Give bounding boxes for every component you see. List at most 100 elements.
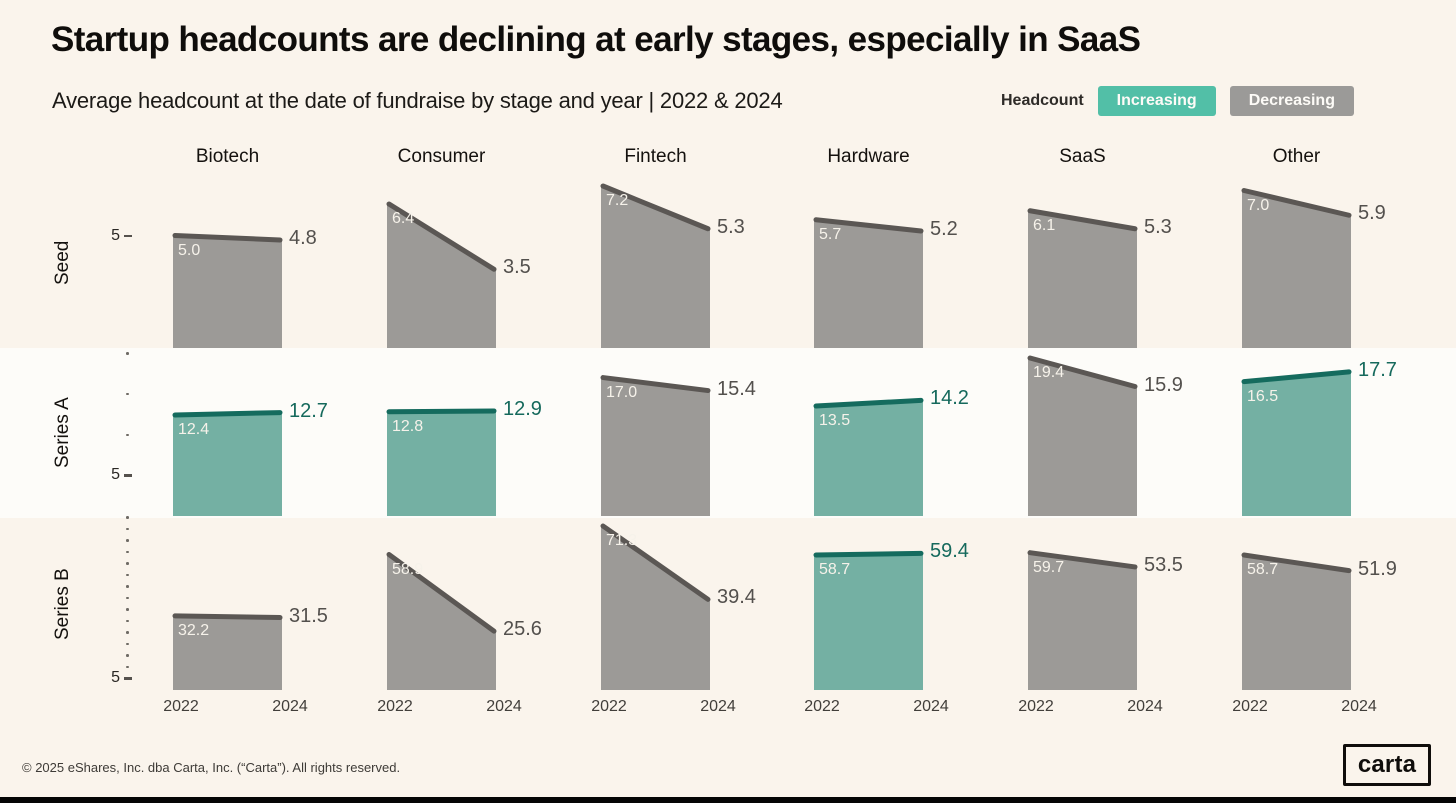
area-fill: [1242, 554, 1351, 690]
area-fill: [814, 219, 923, 348]
area-fill: [173, 412, 282, 516]
area-chart-other-seed: [1241, 188, 1352, 348]
x-axis-label-2024: 2024: [700, 698, 736, 715]
value-label-2022: 59.7: [1033, 558, 1065, 576]
x-axis-label-2024: 2024: [272, 698, 308, 715]
bottom-accent-bar: [0, 797, 1456, 803]
area-fill: [173, 235, 282, 348]
area-chart-biotech-series-b: [172, 613, 283, 690]
value-label-2024: 3.5: [503, 256, 531, 279]
area-chart-fintech-series-b: [600, 523, 711, 690]
x-axis-label-2022: 2022: [377, 698, 413, 715]
area-chart-consumer-series-a: [386, 408, 497, 516]
trend-line: [1241, 188, 1352, 218]
area-chart-fintech-seed: [600, 183, 711, 348]
trend-line: [813, 217, 924, 234]
x-axis-label-2024: 2024: [486, 698, 522, 715]
area-fill: [387, 554, 496, 690]
trend-line: [1027, 208, 1138, 232]
axis-tick: [126, 527, 129, 531]
area-fill: [387, 410, 496, 516]
value-label-2024: 5.2: [930, 218, 958, 240]
value-label-2022: 12.4: [178, 421, 210, 438]
axis-tick: [126, 642, 129, 646]
row-label-seed: Seed: [52, 240, 73, 286]
axis-tick: [126, 550, 129, 554]
area-chart-hardware-series-a: [813, 397, 924, 516]
value-label-2024: 15.9: [1144, 373, 1183, 396]
column-header-fintech: Fintech: [624, 146, 687, 167]
axis-tick: [126, 619, 129, 623]
value-label-2024: 25.6: [503, 618, 542, 641]
x-axis-label-2022: 2022: [1018, 698, 1054, 715]
x-axis-label-2022: 2022: [1232, 698, 1268, 715]
x-axis-label-2022: 2022: [804, 698, 840, 715]
area-chart-other-series-b: [1241, 552, 1352, 690]
axis-tick: [126, 516, 129, 519]
area-chart-consumer-series-b: [386, 552, 497, 690]
axis-tick: [126, 631, 129, 634]
row-label-series-a: Series A: [52, 397, 73, 469]
value-label-2024: 39.4: [717, 586, 756, 609]
value-label-2024: 5.9: [1358, 202, 1386, 225]
value-label-2022: 7.2: [606, 192, 629, 209]
area-chart-hardware-series-b: [813, 550, 924, 690]
axis-tick: [124, 234, 132, 237]
trend-line: [386, 552, 497, 634]
value-label-2022: 58.7: [1247, 560, 1279, 578]
x-axis-label-2024: 2024: [1127, 698, 1163, 715]
axis-tick: [126, 392, 129, 396]
value-label-2022: 5.7: [819, 225, 842, 243]
column-header-biotech: Biotech: [195, 146, 260, 167]
area-fill: [601, 526, 710, 690]
area-chart-saas-seed: [1027, 208, 1138, 348]
trend-line: [600, 523, 711, 602]
value-label-2022: 16.5: [1247, 387, 1279, 405]
value-label-2024: 12.7: [289, 399, 328, 422]
area-chart-other-series-a: [1241, 369, 1352, 516]
axis-tick: [126, 573, 129, 577]
trend-line: [386, 408, 497, 415]
area-chart-fintech-series-a: [600, 375, 711, 516]
axis-tick: [126, 433, 129, 437]
axis-tick: [126, 596, 129, 600]
value-label-2024: 5.3: [717, 215, 745, 238]
value-label-2024: 31.5: [289, 604, 328, 627]
area-fill: [814, 553, 923, 690]
column-header-other: Other: [1272, 146, 1321, 167]
trend-line: [813, 397, 924, 409]
trend-line: [1241, 552, 1352, 574]
column-header-saas: SaaS: [1059, 146, 1106, 167]
value-label-2024: 17.7: [1358, 358, 1397, 381]
value-label-2024: 53.5: [1144, 553, 1183, 576]
axis-tick: [124, 474, 132, 477]
x-axis-label-2022: 2022: [163, 698, 199, 715]
value-label-2022: 6.4: [392, 210, 415, 227]
value-label-2022: 58.7: [819, 560, 851, 578]
area-fill: [601, 377, 710, 516]
value-label-2024: 15.4: [717, 377, 756, 400]
trend-line: [172, 233, 283, 243]
value-label-2022: 58.9: [392, 560, 424, 578]
value-label-2024: 4.8: [289, 227, 317, 249]
axis-tick: [126, 539, 129, 542]
value-label-2022: 32.2: [178, 621, 210, 639]
value-label-2024: 14.2: [930, 387, 969, 410]
value-label-2022: 12.8: [392, 417, 424, 435]
value-label-2022: 13.5: [819, 412, 851, 430]
axis-tick-label-5: 5: [111, 226, 120, 244]
value-label-2022: 7.0: [1247, 196, 1270, 214]
area-chart-consumer-seed: [386, 201, 497, 348]
area-fill: [387, 204, 496, 348]
trend-line: [172, 410, 283, 418]
area-chart-biotech-seed: [172, 233, 283, 348]
axis-tick: [126, 562, 129, 565]
axis-tick: [126, 585, 129, 588]
page-subtitle: Average headcount at the date of fundrai…: [52, 88, 783, 113]
value-label-2022: 17.0: [606, 383, 638, 401]
legend: Headcount Increasing Decreasing: [1001, 86, 1354, 116]
value-label-2024: 51.9: [1358, 557, 1397, 580]
axis-tick-label-5: 5: [111, 466, 120, 484]
trend-line: [386, 201, 497, 272]
